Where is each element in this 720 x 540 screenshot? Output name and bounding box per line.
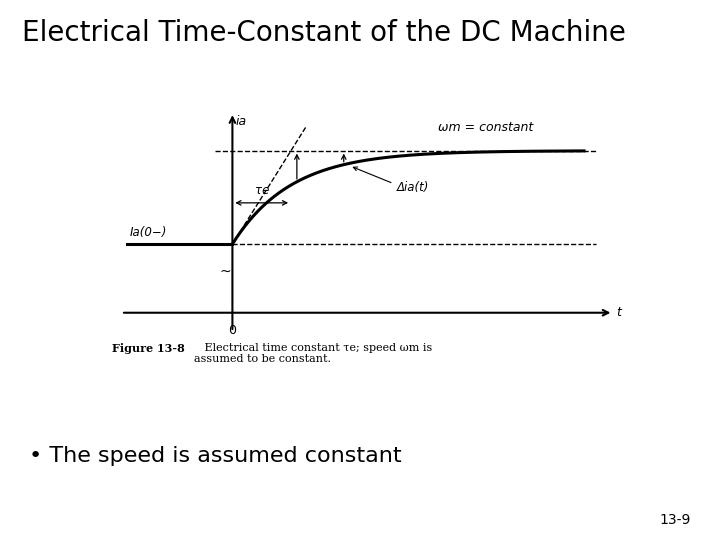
Text: Figure 13-8: Figure 13-8: [112, 343, 184, 354]
Text: t: t: [616, 306, 621, 319]
Text: • The speed is assumed constant: • The speed is assumed constant: [29, 446, 402, 465]
Text: ~: ~: [220, 265, 231, 279]
Text: ωm = constant: ωm = constant: [438, 121, 533, 134]
Text: Electrical time constant τe; speed ωm is
assumed to be constant.: Electrical time constant τe; speed ωm is…: [194, 343, 433, 364]
Text: Δia(t): Δia(t): [397, 181, 429, 194]
Text: Ia(0−): Ia(0−): [130, 226, 167, 239]
Text: Electrical Time-Constant of the DC Machine: Electrical Time-Constant of the DC Machi…: [22, 19, 626, 47]
Text: 0: 0: [228, 323, 236, 337]
Text: 13-9: 13-9: [660, 512, 691, 526]
Text: τe: τe: [255, 184, 269, 197]
Text: ia: ia: [236, 115, 247, 128]
